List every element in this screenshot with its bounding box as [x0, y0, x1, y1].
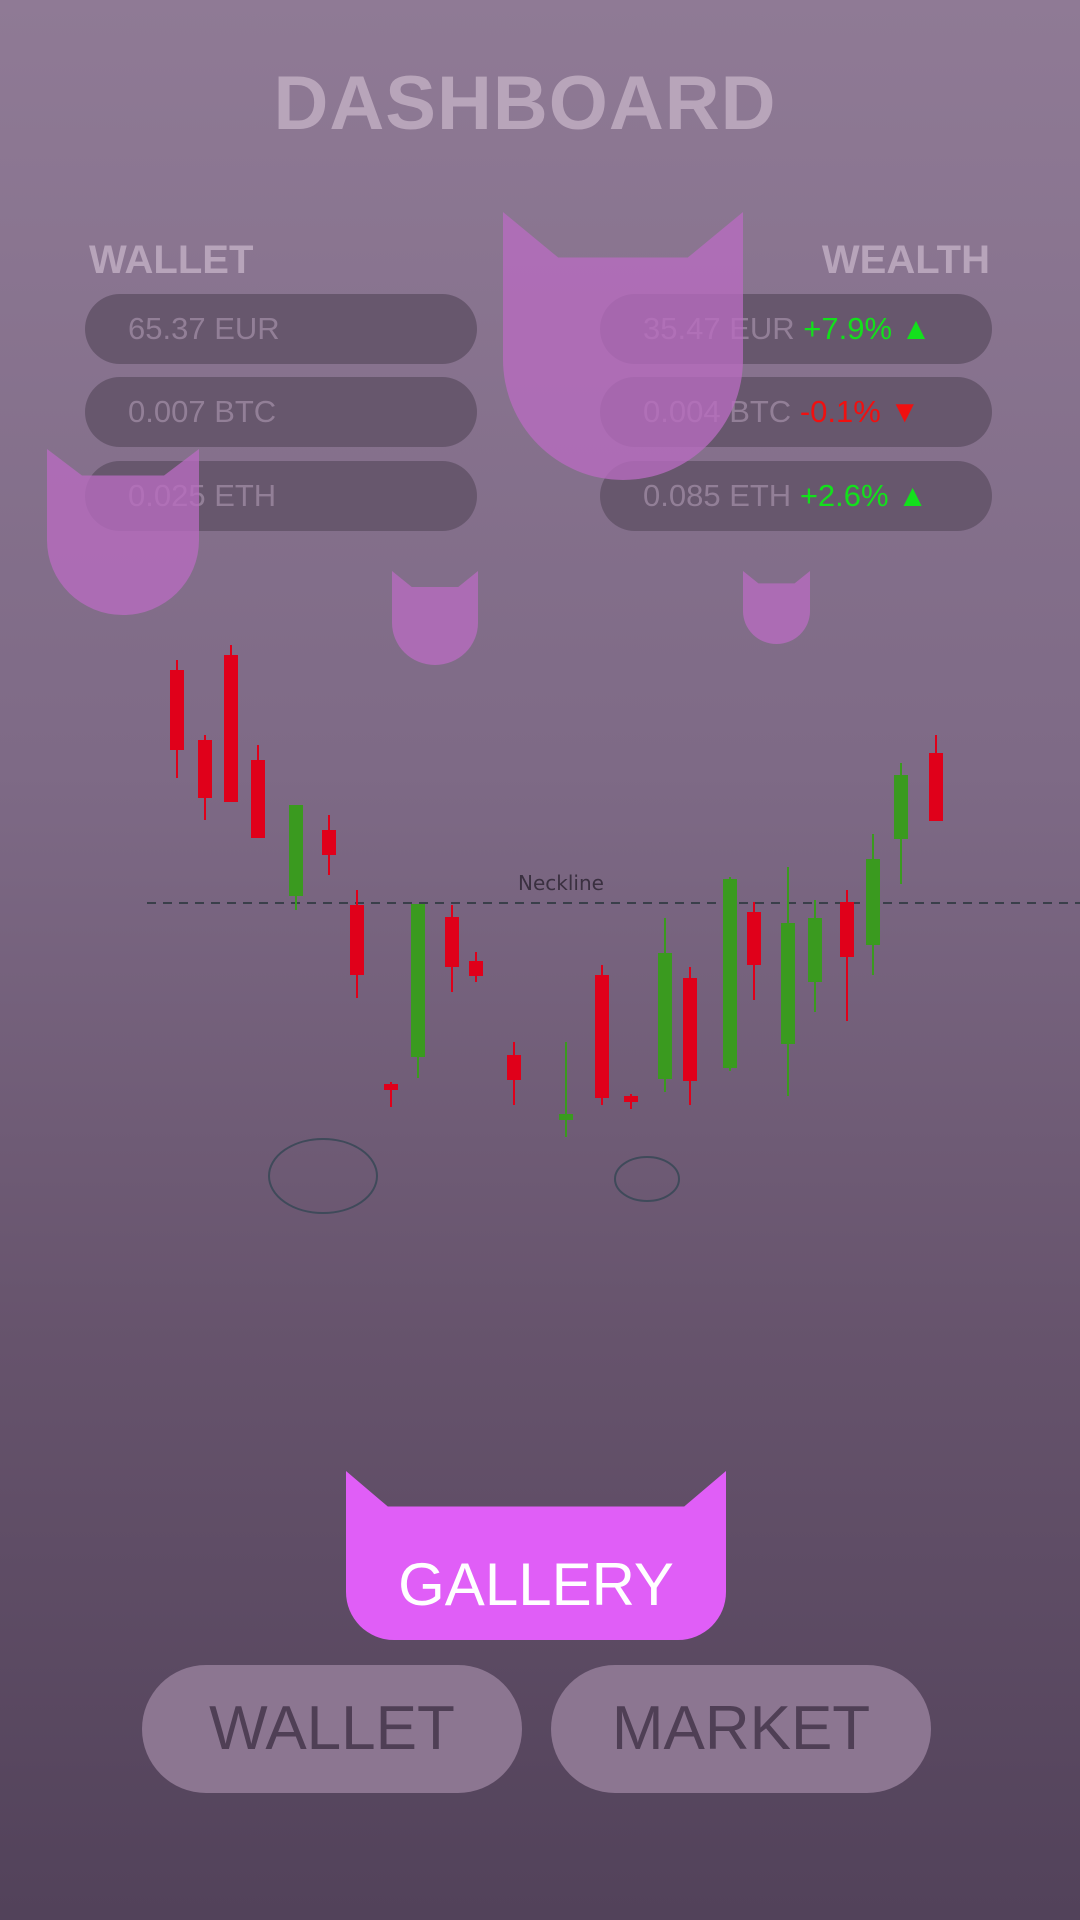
market-button[interactable]: MARKET: [551, 1665, 931, 1793]
candle-down: [469, 961, 483, 976]
candle-down: [595, 975, 609, 1098]
candles: [170, 645, 943, 1137]
candle-up: [808, 918, 822, 982]
candle-down: [624, 1096, 638, 1102]
candle-down: [384, 1084, 398, 1090]
wallet-balance-btc[interactable]: 0.007 BTC: [85, 377, 477, 447]
candle-down: [198, 740, 212, 798]
candle-up: [781, 923, 795, 1044]
page-title: DASHBOARD: [273, 61, 777, 146]
candle-down: [251, 760, 265, 838]
candle-up: [411, 904, 425, 1057]
candle-down: [840, 902, 854, 957]
candle-down: [170, 670, 184, 750]
wallet-button[interactable]: WALLET: [142, 1665, 522, 1793]
candle-up: [658, 953, 672, 1079]
candle-up: [289, 805, 303, 896]
candle-down: [224, 655, 238, 802]
wallet-balance-eur[interactable]: 65.37 EUR: [85, 294, 477, 364]
cat-icon: [47, 449, 199, 615]
wealth-change-up: +2.6% ▲: [799, 478, 928, 513]
candle-up: [559, 1114, 573, 1120]
wealth-eth[interactable]: 0.085 ETH +2.6% ▲: [600, 461, 992, 531]
wallet-heading: WALLET: [89, 238, 254, 282]
candle-up: [866, 859, 880, 945]
candle-up: [894, 775, 908, 839]
wealth-heading: WEALTH: [821, 238, 990, 282]
neckline-label: Neckline: [518, 871, 604, 895]
left-shoulder-circle: [268, 1138, 378, 1214]
candle-down: [322, 830, 336, 855]
candlestick-chart: Neckline: [147, 645, 1080, 1214]
candle-down: [445, 917, 459, 967]
candle-down: [683, 978, 697, 1081]
candle-down: [747, 912, 761, 965]
cat-icon: [503, 212, 743, 480]
wealth-change-up: +7.9% ▲: [803, 311, 932, 346]
candle-down: [507, 1055, 521, 1080]
candle-down: [929, 753, 943, 821]
candle-down: [350, 905, 364, 975]
right-shoulder-circle: [614, 1156, 680, 1202]
wealth-change-down: -0.1% ▼: [799, 394, 921, 429]
candle-up: [723, 879, 737, 1068]
gallery-button-label[interactable]: GALLERY: [398, 1551, 674, 1618]
wealth-amount: 0.085 ETH: [643, 478, 792, 513]
